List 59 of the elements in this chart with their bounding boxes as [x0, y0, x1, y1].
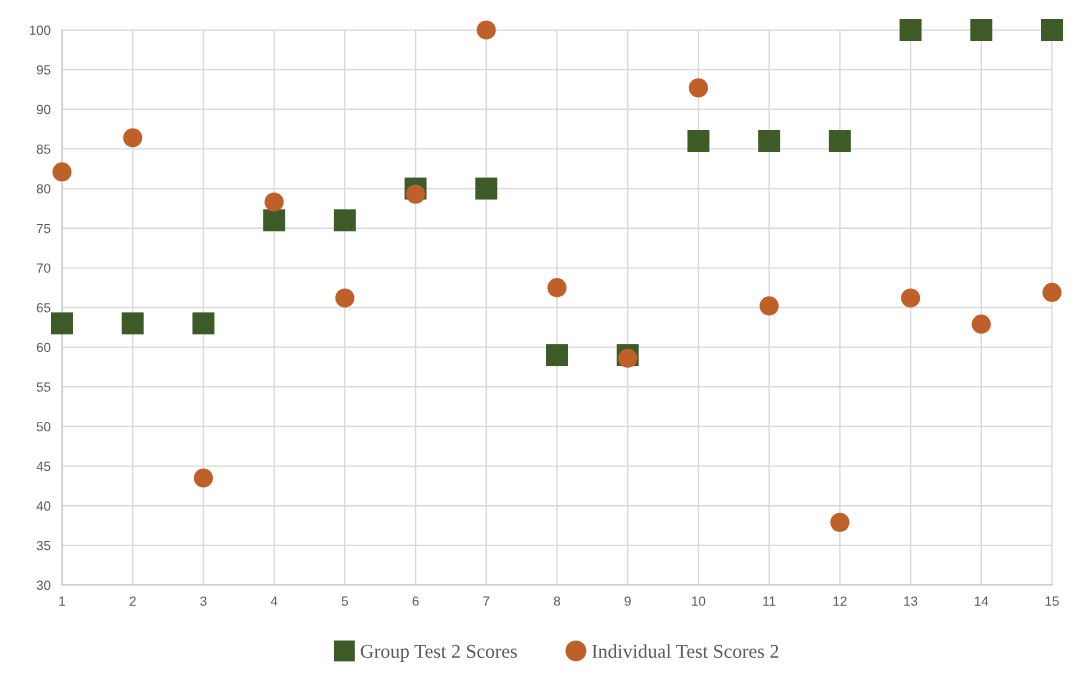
- point: [759, 296, 779, 316]
- point: [123, 128, 143, 148]
- x-tick-label: 12: [833, 596, 847, 606]
- x-tick-label: 14: [974, 596, 989, 606]
- point: [687, 130, 710, 152]
- point: [121, 312, 144, 335]
- point: [192, 312, 215, 335]
- point: [901, 288, 921, 308]
- x-tick-label: 10: [692, 596, 706, 606]
- y-tick-label: 55: [36, 382, 51, 392]
- y-tick-label: 60: [36, 342, 51, 353]
- point: [758, 130, 781, 152]
- y-tick-label: 65: [36, 303, 51, 313]
- point: [335, 288, 355, 308]
- y-tick-label: 50: [36, 422, 51, 432]
- x-tick-label: 6: [412, 596, 419, 606]
- point: [263, 209, 286, 232]
- point: [51, 312, 73, 335]
- y-tick-label: 90: [36, 104, 51, 115]
- legend-label: Individual Test Scores 2: [592, 644, 779, 658]
- y-tick-label: 95: [36, 65, 51, 75]
- point: [475, 177, 498, 200]
- x-tick-label: 1: [59, 596, 66, 606]
- y-tick-label: 70: [36, 263, 51, 273]
- point: [547, 278, 567, 298]
- y-tick-label: 45: [36, 461, 51, 471]
- x-tick-label: 9: [624, 596, 631, 606]
- y-tick-label: 100: [29, 25, 51, 35]
- point: [193, 468, 213, 488]
- point: [52, 162, 72, 182]
- y-tick-label: 40: [36, 501, 51, 511]
- x-tick-label: 7: [483, 596, 490, 606]
- point: [476, 20, 496, 40]
- x-tick-label: 3: [200, 596, 207, 606]
- legend-label: Group Test 2 Scores: [360, 644, 517, 662]
- point: [406, 184, 426, 204]
- point: [828, 130, 851, 152]
- point: [1042, 282, 1062, 303]
- y-tick-label: 80: [36, 184, 51, 194]
- x-tick-label: 2: [129, 596, 136, 606]
- point: [899, 19, 922, 41]
- point: [333, 209, 356, 232]
- x-tick-label: 4: [270, 596, 278, 606]
- y-tick-label: 85: [36, 144, 51, 154]
- x-tick-label: 11: [763, 596, 776, 606]
- point: [546, 344, 568, 367]
- y-tick-label: 30: [36, 580, 51, 590]
- point: [1041, 19, 1063, 41]
- y-tick-label: 75: [36, 223, 51, 234]
- x-tick-label: 5: [341, 596, 348, 606]
- point: [971, 314, 991, 334]
- point: [830, 512, 850, 532]
- x-tick-label: 15: [1045, 596, 1059, 606]
- point: [264, 192, 284, 212]
- x-tick-label: 13: [904, 596, 918, 606]
- y-tick-label: 35: [36, 540, 51, 551]
- point: [970, 19, 993, 41]
- point: [688, 78, 708, 98]
- x-tick-label: 8: [553, 596, 561, 606]
